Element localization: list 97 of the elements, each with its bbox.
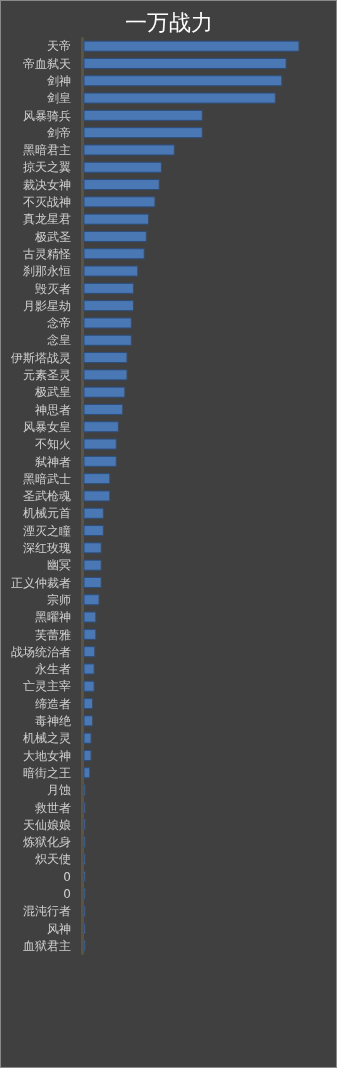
bar — [83, 455, 117, 467]
y-tick-label: 混沌行者 — [23, 904, 71, 919]
bar — [83, 749, 92, 761]
y-tick-label: 芙蕾雅 — [35, 627, 71, 642]
y-tick-label: 黑曜神 — [35, 610, 71, 625]
y-tick-label: 极武圣 — [34, 229, 71, 244]
bar — [83, 57, 287, 69]
bar — [83, 438, 117, 450]
y-tick-label: 亡灵主宰 — [23, 679, 71, 694]
bar — [83, 40, 300, 52]
y-tick-label: 念帝 — [47, 316, 71, 331]
bar — [83, 767, 91, 779]
bar — [83, 109, 203, 121]
bar — [83, 75, 283, 87]
y-tick-label: 月蚀 — [47, 783, 71, 798]
bar — [83, 127, 203, 139]
bar — [83, 628, 97, 640]
y-tick-label: 剑帝 — [47, 125, 71, 140]
y-tick-label: 不灭战神 — [23, 195, 71, 210]
bar — [83, 352, 128, 364]
y-tick-label: 真龙星君 — [23, 212, 71, 227]
y-tick-label: 缔造者 — [35, 696, 71, 711]
y-tick-label: 刹那永恒 — [23, 264, 71, 279]
y-tick-label: 念皇 — [47, 333, 71, 348]
y-tick-label: 裁决女神 — [23, 177, 71, 192]
bar — [83, 144, 175, 156]
y-tick-label: 机械元首 — [23, 506, 71, 521]
y-tick-label: 伊斯塔战灵 — [11, 350, 71, 365]
y-tick-label: 月影星劫 — [23, 298, 71, 313]
bar — [83, 230, 147, 242]
y-tick-label: 剑皇 — [47, 91, 71, 106]
bar — [83, 403, 124, 415]
bar — [83, 161, 162, 173]
bar — [83, 732, 92, 744]
bar — [83, 576, 102, 588]
y-tick-label: 古灵精怪 — [23, 246, 71, 261]
y-tick-label: 幽冥 — [47, 558, 71, 573]
y-tick-label: 大地女神 — [23, 748, 71, 763]
y-tick-label: 炼狱化身 — [23, 835, 71, 850]
bar — [83, 179, 160, 191]
bar — [83, 646, 96, 658]
y-tick-label: 0 — [63, 869, 71, 884]
bar — [83, 611, 97, 623]
y-tick-label: 永生者 — [35, 662, 71, 677]
bar — [83, 300, 134, 312]
y-tick-label: 风暴女皇 — [23, 419, 71, 434]
y-tick-label: 宗师 — [47, 592, 71, 607]
y-tick-label: 剑神 — [47, 73, 71, 88]
y-tick-label: 元素圣灵 — [23, 368, 71, 383]
bar — [83, 559, 102, 571]
y-tick-label: 湮灭之瞳 — [23, 523, 71, 538]
y-tick-label: 天帝 — [47, 39, 71, 54]
y-tick-label: 机械之灵 — [23, 731, 71, 746]
y-tick-label: 掠天之翼 — [23, 160, 71, 175]
bar — [83, 421, 119, 433]
bar — [83, 680, 95, 692]
bar — [83, 369, 128, 381]
y-tick-label: 弑神者 — [35, 454, 71, 469]
y-tick-label: 毒神绝 — [35, 714, 71, 729]
bar — [83, 282, 134, 294]
y-tick-label: 黑暗武士 — [23, 471, 71, 486]
y-tick-label: 圣武枪魂 — [23, 489, 71, 504]
bar — [83, 490, 111, 502]
bar — [83, 525, 104, 537]
bar — [83, 715, 94, 727]
y-tick-label: 救世者 — [34, 800, 71, 815]
y-tick-label: 暗街之王 — [23, 765, 71, 780]
y-tick-label: 炽天使 — [35, 852, 71, 867]
y-tick-label: 血狱君主 — [23, 938, 71, 953]
bar — [83, 92, 276, 104]
y-tick-label: 不知火 — [35, 437, 71, 452]
bar — [83, 473, 111, 485]
y-tick-label: 黑暗君主 — [23, 143, 71, 158]
bar — [83, 542, 102, 554]
y-tick-label: 天仙娘娘 — [23, 817, 71, 832]
y-tick-label: 0 — [63, 887, 71, 902]
y-tick-label: 毁灭者 — [35, 281, 71, 296]
y-tick-label: 风神 — [47, 921, 71, 936]
bar — [83, 265, 139, 277]
bar — [83, 213, 149, 225]
y-tick-label: 帝血弑天 — [23, 56, 71, 71]
chart-title: 一万战力 — [124, 10, 213, 35]
bar — [83, 334, 132, 346]
y-tick-label: 极武皇 — [34, 385, 71, 400]
y-tick-label: 深红玫瑰 — [23, 541, 71, 556]
bar — [83, 317, 132, 329]
y-tick-label: 正义仲裁者 — [11, 575, 71, 590]
y-tick-label: 战场统治者 — [11, 644, 71, 659]
bar — [83, 663, 95, 675]
bar — [83, 698, 94, 710]
bar — [83, 196, 156, 208]
bar — [83, 594, 100, 606]
bar — [83, 507, 104, 519]
bar — [83, 248, 145, 260]
y-tick-label: 风暴骑兵 — [23, 108, 71, 123]
y-tick-label: 神思者 — [35, 402, 71, 417]
bar — [83, 386, 126, 398]
